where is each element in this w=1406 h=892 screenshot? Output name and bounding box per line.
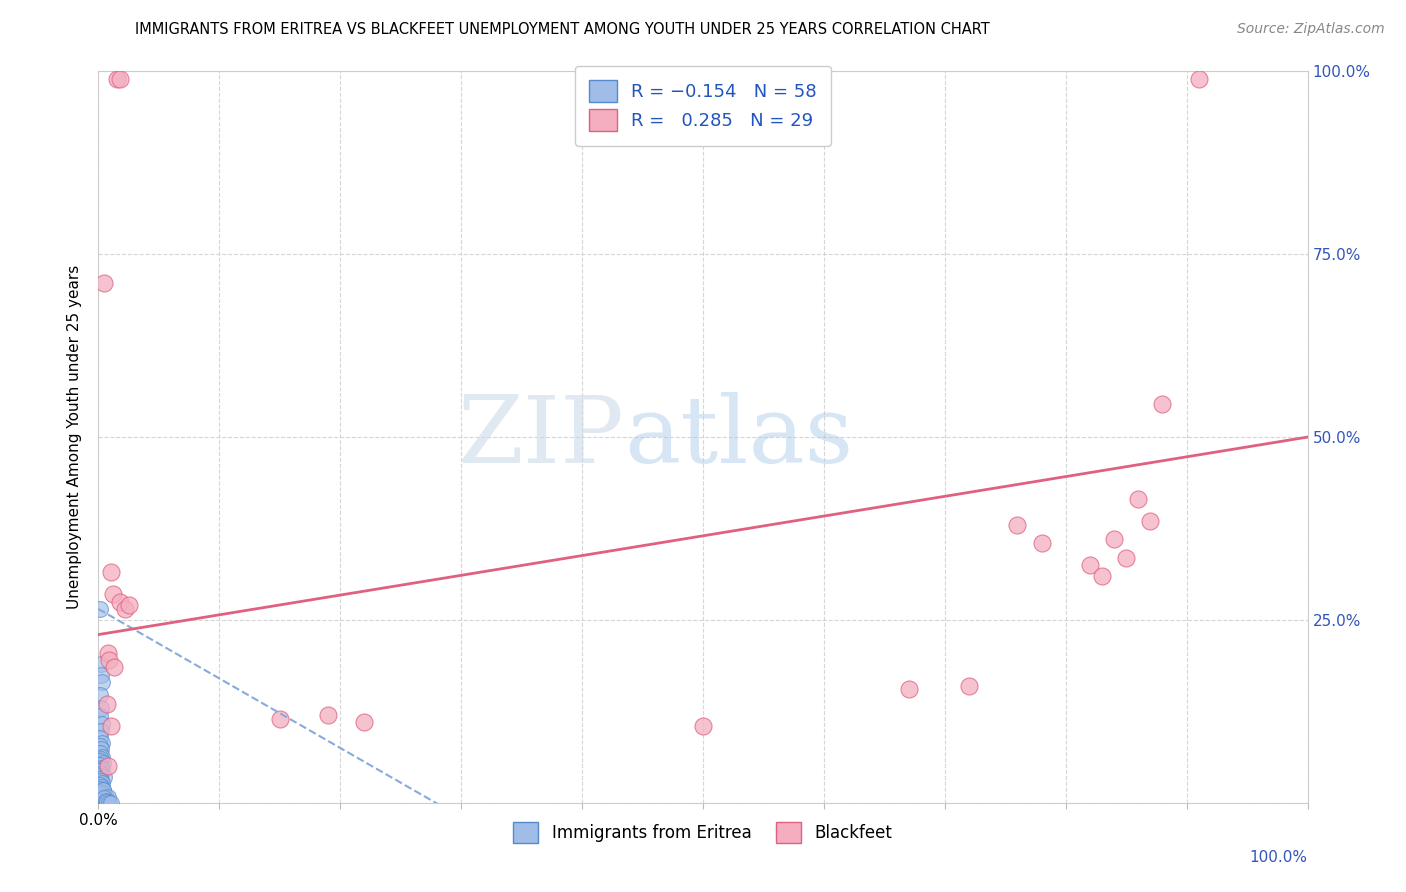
Point xyxy=(316,708,339,723)
Point xyxy=(89,778,111,792)
Point xyxy=(90,657,112,671)
Point xyxy=(91,786,114,800)
Point xyxy=(89,754,111,768)
Point xyxy=(91,776,114,790)
Point xyxy=(89,757,111,772)
Point xyxy=(90,761,112,775)
Point xyxy=(98,796,121,810)
Text: ZIP: ZIP xyxy=(458,392,624,482)
Point xyxy=(89,796,111,810)
Text: IMMIGRANTS FROM ERITREA VS BLACKFEET UNEMPLOYMENT AMONG YOUTH UNDER 25 YEARS COR: IMMIGRANTS FROM ERITREA VS BLACKFEET UNE… xyxy=(135,22,990,37)
Point xyxy=(93,791,115,805)
Point xyxy=(1102,533,1125,547)
Point xyxy=(353,715,375,730)
Point xyxy=(90,724,112,739)
Point xyxy=(90,766,112,780)
Point xyxy=(692,719,714,733)
Point xyxy=(897,682,920,697)
Point xyxy=(269,712,291,726)
Point xyxy=(97,759,120,773)
Point xyxy=(1188,71,1211,86)
Point xyxy=(89,739,111,753)
Point xyxy=(90,787,112,801)
Point xyxy=(89,781,111,796)
Point xyxy=(1091,569,1114,583)
Point xyxy=(91,749,114,764)
Point xyxy=(98,653,121,667)
Point xyxy=(90,796,112,810)
Point xyxy=(91,762,114,776)
Point xyxy=(97,789,120,804)
Point xyxy=(1031,536,1053,550)
Text: 100.0%: 100.0% xyxy=(1250,850,1308,865)
Point xyxy=(89,794,111,808)
Point xyxy=(90,700,112,714)
Point xyxy=(114,602,136,616)
Point xyxy=(90,742,112,756)
Point xyxy=(93,796,115,810)
Point xyxy=(1007,517,1029,532)
Point xyxy=(1115,550,1137,565)
Point xyxy=(89,785,111,799)
Point xyxy=(1139,514,1161,528)
Point xyxy=(1128,492,1150,507)
Point xyxy=(90,795,112,809)
Point xyxy=(89,709,111,723)
Point xyxy=(89,764,111,779)
Y-axis label: Unemployment Among Youth under 25 years: Unemployment Among Youth under 25 years xyxy=(67,265,83,609)
Point xyxy=(91,796,114,810)
Point xyxy=(90,780,112,794)
Point xyxy=(96,795,118,809)
Point xyxy=(91,675,114,690)
Point xyxy=(108,594,131,608)
Point xyxy=(89,796,111,810)
Point xyxy=(91,782,114,797)
Point xyxy=(90,793,112,807)
Point xyxy=(90,796,112,810)
Point xyxy=(97,646,120,660)
Point xyxy=(93,277,115,291)
Point xyxy=(118,599,141,613)
Point xyxy=(93,770,115,784)
Point xyxy=(94,789,117,804)
Point xyxy=(1078,558,1101,573)
Point xyxy=(89,796,111,810)
Text: Source: ZipAtlas.com: Source: ZipAtlas.com xyxy=(1237,22,1385,37)
Text: atlas: atlas xyxy=(624,392,853,482)
Point xyxy=(100,719,122,733)
Point xyxy=(89,789,111,803)
Point xyxy=(91,789,114,804)
Point xyxy=(91,756,114,770)
Point xyxy=(91,716,114,731)
Point xyxy=(103,660,125,674)
Point xyxy=(105,71,128,86)
Point xyxy=(90,773,112,788)
Point xyxy=(89,688,111,702)
Point xyxy=(100,796,122,810)
Point xyxy=(108,71,131,86)
Point xyxy=(89,772,111,787)
Point xyxy=(89,602,111,616)
Point xyxy=(91,736,114,750)
Point xyxy=(91,783,114,797)
Point xyxy=(100,566,122,580)
Point xyxy=(96,793,118,807)
Point xyxy=(91,796,114,810)
Legend: Immigrants from Eritrea, Blackfeet: Immigrants from Eritrea, Blackfeet xyxy=(506,815,900,849)
Point xyxy=(89,731,111,746)
Point xyxy=(101,587,124,601)
Point xyxy=(90,752,112,766)
Point xyxy=(1152,397,1174,411)
Point xyxy=(96,697,118,711)
Point xyxy=(89,769,111,783)
Point xyxy=(89,791,111,805)
Point xyxy=(90,667,112,681)
Point xyxy=(89,746,111,760)
Point xyxy=(957,679,980,693)
Point xyxy=(94,794,117,808)
